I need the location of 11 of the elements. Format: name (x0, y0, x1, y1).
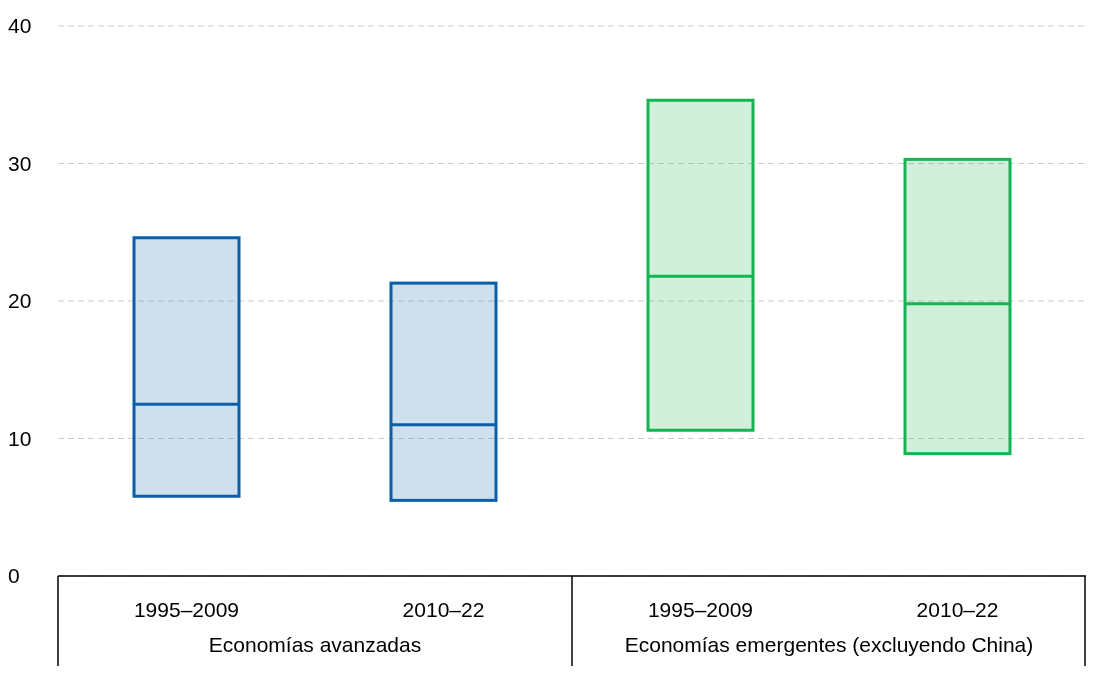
text: Economías avanzadas (208, 633, 422, 656)
y-tick-label: 20 (8, 289, 32, 313)
y-tick-label: 0 (8, 564, 20, 588)
x-tick-label: 2010–22 (402, 597, 485, 621)
y-tick-label: 40 (8, 14, 32, 38)
x-tick-label: 1995–2009 (133, 597, 240, 621)
y-tick-label: 30 (8, 151, 32, 175)
y-tick-label: 10 (8, 426, 32, 450)
x-tick-label: 1995–2009 (647, 597, 754, 621)
text: Economías emergentes (excluyendo China) (624, 633, 1034, 656)
x-tick-label: 2010–22 (916, 597, 999, 621)
